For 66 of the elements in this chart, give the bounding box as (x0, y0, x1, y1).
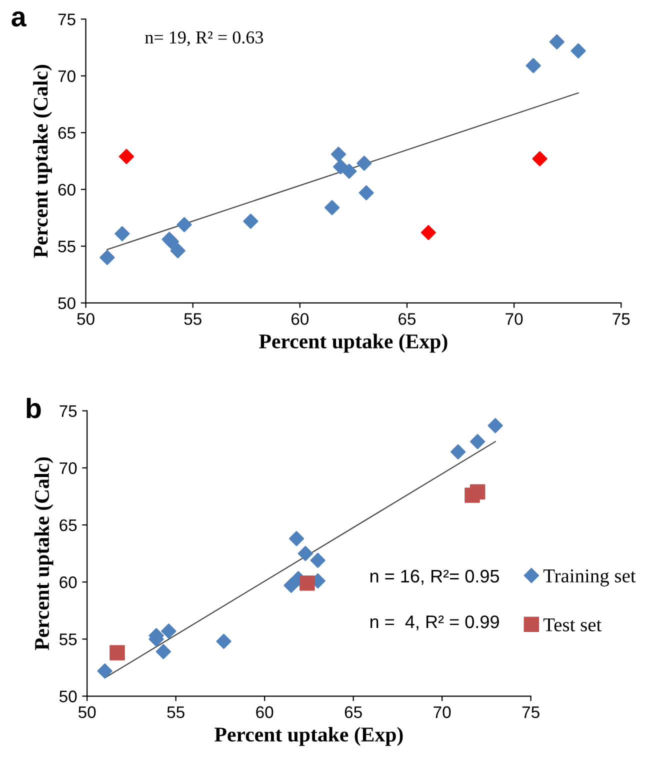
text: b (26, 398, 41, 418)
x-axis-title: Percent uptake (Exp) (214, 726, 403, 746)
x-tick-label: 65 (398, 313, 416, 325)
point (488, 418, 503, 434)
x-tick-label: 50 (78, 706, 96, 718)
y-tick-label: 65 (58, 127, 76, 139)
x-tick-label: 50 (77, 313, 94, 325)
y-axis-title: Percent uptake (Calc) (33, 64, 52, 258)
y-tick-label: 50 (59, 690, 77, 702)
legend-label: Training set (543, 569, 636, 586)
x-tick-label: 55 (184, 313, 202, 325)
point (100, 250, 115, 266)
x-tick-label: 55 (167, 706, 184, 718)
point (450, 444, 466, 460)
x-tick-label: 65 (344, 706, 362, 718)
point (526, 58, 541, 74)
point (549, 34, 564, 50)
point (324, 200, 340, 216)
point (532, 151, 548, 166)
annotation: n= 19, R² = 0.63 (145, 31, 264, 46)
point (243, 214, 258, 229)
y-tick-label: 55 (59, 634, 77, 646)
x-axis-title: Percent uptake (Exp) (259, 334, 448, 353)
point (298, 546, 313, 562)
legend-label: Test set (543, 618, 602, 632)
x-tick-label: 60 (256, 706, 274, 718)
point (216, 634, 232, 649)
point (300, 576, 315, 591)
y-tick-label: 55 (58, 240, 76, 252)
x-tick-label: 75 (522, 706, 540, 718)
point (170, 243, 186, 258)
point (310, 552, 326, 568)
y-tick-label: 60 (60, 576, 77, 588)
y-tick-label: 60 (58, 184, 76, 196)
y-tick-label: 75 (60, 405, 77, 418)
y-tick-label: 70 (58, 70, 76, 82)
point (342, 164, 357, 179)
annotation: n = 4, R² = 0.99 (370, 615, 499, 630)
x-tick-label: 75 (612, 313, 630, 325)
x-tick-label: 60 (292, 313, 309, 325)
point (284, 578, 299, 594)
y-tick-label: 65 (60, 519, 77, 532)
y-axis-title: Percent uptake (Calc) (34, 457, 54, 650)
point (570, 43, 586, 58)
point (470, 484, 486, 500)
x-tick-label: 70 (506, 313, 523, 325)
text: a (12, 11, 26, 27)
x-tick-label: 70 (434, 706, 451, 718)
y-tick-label: 50 (58, 297, 76, 310)
point (288, 531, 304, 546)
point (470, 434, 486, 450)
y-tick-label: 70 (60, 462, 77, 474)
y-tick-label: 75 (58, 14, 76, 26)
point (156, 644, 171, 660)
point (97, 663, 112, 679)
point (330, 146, 346, 162)
point (110, 645, 125, 660)
point (161, 624, 176, 639)
point (118, 148, 134, 164)
point (176, 217, 192, 232)
point (356, 156, 372, 171)
point (420, 224, 436, 240)
point (114, 226, 130, 242)
point (333, 159, 348, 174)
point (358, 185, 374, 200)
annotation: n = 16, R²= 0.95 (370, 570, 500, 585)
